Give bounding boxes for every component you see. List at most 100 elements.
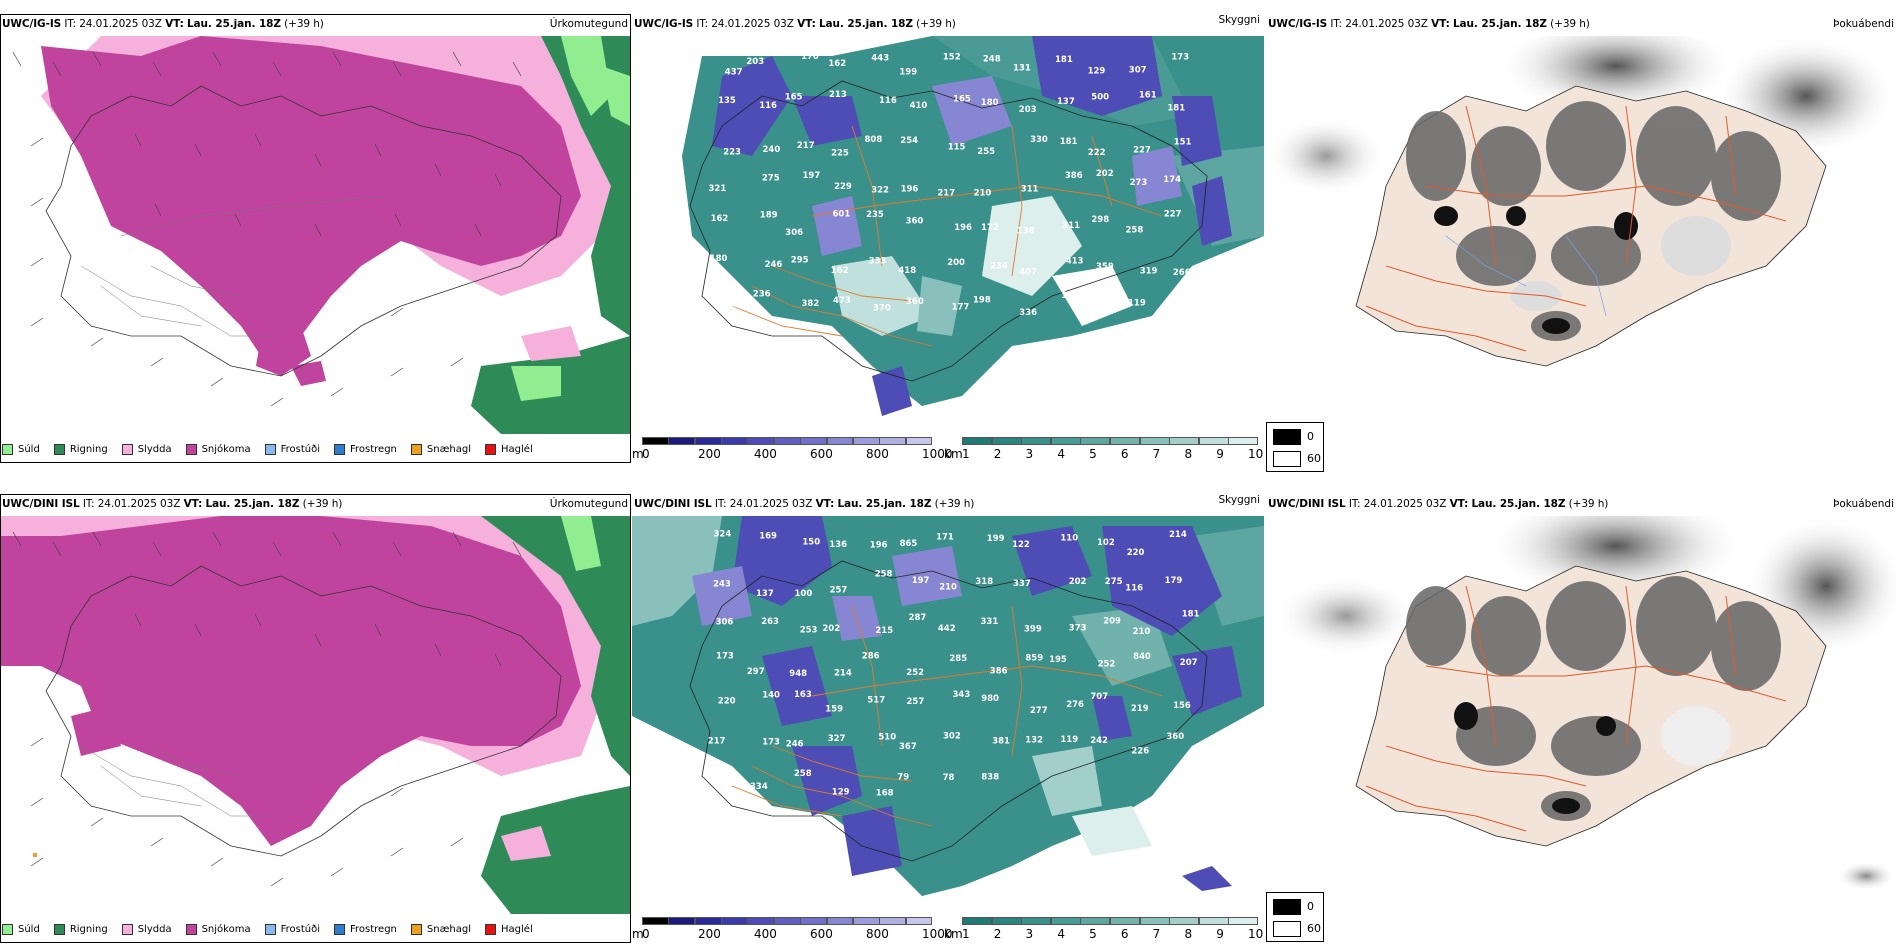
visibility-value-label: 258 (794, 769, 812, 779)
visibility-labels: 324 169 150 136 196 865 171 199 122 110 102 220 214 2… (708, 529, 1200, 798)
visibility-value-label: 189 (760, 211, 778, 221)
visibility-value-label: 318 (975, 577, 993, 587)
colorbar-tick-label: 3 (1025, 927, 1034, 941)
visibility-value-label: 263 (761, 617, 779, 627)
visibility-value-label: 226 (1131, 747, 1149, 757)
colorbar-tick-label: 2 (993, 447, 1002, 461)
visibility-value-label: 210 (1133, 627, 1151, 637)
colorbar-segment (1228, 437, 1259, 445)
legend-swatch (53, 444, 65, 455)
visibility-value-label: 407 (1019, 267, 1037, 277)
colorbar-tick-label: 7 (1152, 927, 1161, 941)
precip-type-panel-bottom: UWC/DINI ISL IT: 24.01.2025 03Z VT: Lau.… (0, 494, 632, 944)
colorbar-segment (1198, 437, 1229, 445)
visibility-value-label: 102 (1097, 538, 1115, 548)
visibility-value-label: 162 (711, 214, 729, 224)
visibility-value-label: 207 (1180, 658, 1198, 668)
visibility-value-label: 601 (833, 210, 851, 220)
visibility-value-label: 360 (1166, 732, 1184, 742)
colorbar-unit: m (632, 927, 644, 941)
visibility-value-label: 240 (763, 145, 781, 155)
colorbar-tick-label: 400 (754, 447, 777, 461)
visibility-value-label: 217 (708, 736, 726, 746)
visibility-value-label: 119 (1060, 735, 1078, 745)
visibility-value-label: 181 (1060, 137, 1078, 147)
visibility-value-label: 213 (829, 90, 847, 100)
precip-legend: Súld Rigning Slydda Snjókoma Frostúði Fr… (2, 924, 547, 935)
visibility-value-label: 183 (1061, 291, 1079, 301)
visibility-value-label: 948 (789, 669, 807, 679)
colorbar-tick-label: 5 (1089, 447, 1097, 461)
visibility-value-label: 840 (1133, 652, 1151, 662)
visibility-value-label: 217 (937, 189, 955, 199)
visibility-value-label: 119 (1128, 299, 1146, 309)
fog-legend: 0 60 (1266, 422, 1324, 472)
visibility-value-label: 196 (901, 185, 919, 195)
visibility-value-label: 298 (1091, 215, 1109, 225)
visibility-value-label: 243 (713, 580, 731, 590)
visibility-value-label: 220 (1127, 548, 1145, 558)
panel-title: Þokuábendi (1833, 498, 1894, 510)
model-name: UWC/DINI ISL (1268, 498, 1346, 510)
colorbar-segment (826, 437, 854, 445)
visibility-value-label: 162 (831, 266, 849, 276)
visibility-value-label: 330 (1030, 135, 1048, 145)
colorbar-segment (991, 917, 1022, 925)
colorbar-tick-label: 800 (866, 927, 889, 941)
visibility-value-label: 110 (1060, 534, 1078, 544)
visibility-value-label: 214 (1169, 530, 1187, 540)
model-name: UWC/DINI ISL (2, 498, 80, 510)
colorbar-tick-label: 1000 (922, 447, 953, 461)
visibility-value-label: 197 (912, 576, 930, 586)
legend-item-slydda: Slydda (121, 924, 172, 935)
legend-item-snaehagl: Snæhagl (410, 444, 471, 455)
visibility-value-label: 258 (875, 570, 893, 580)
visibility-value-label: 137 (1057, 97, 1075, 107)
visibility-value-label: 181 (1167, 103, 1185, 113)
visibility-value-label: 217 (797, 141, 815, 151)
legend-swatch (2, 924, 13, 935)
visibility-value-label: 331 (981, 617, 999, 627)
visibility-colorbar-km: km 1 2 3 4 5 6 7 8 9 10 (944, 917, 1264, 943)
colorbar-segment (1080, 437, 1111, 445)
visibility-value-label: 116 (1125, 584, 1143, 594)
colorbar-tick-label: 2 (993, 927, 1002, 941)
colorbar-segment (721, 917, 748, 925)
visibility-value-label: 116 (879, 96, 897, 106)
visibility-value-label: 307 (1129, 66, 1147, 76)
visibility-value-label: 258 (1126, 226, 1144, 236)
legend-swatch (264, 444, 276, 455)
visibility-value-label: 152 (943, 53, 961, 63)
visibility-value-label: 295 (791, 256, 809, 266)
visibility-value-label: 173 (716, 651, 734, 661)
visibility-value-label: 169 (759, 532, 777, 542)
visibility-value-label: 366 (719, 305, 737, 315)
legend-item-haglel: Haglél (485, 444, 533, 455)
visibility-value-label: 242 (1090, 736, 1108, 746)
legend-swatch (410, 444, 422, 455)
colorbar-segment (800, 917, 828, 925)
colorbar-segment (962, 437, 993, 445)
visibility-value-label: 92 (1168, 308, 1180, 318)
visibility-value-label: 203 (746, 57, 764, 67)
colorbar-tick-label: 0 (642, 927, 650, 941)
colorbar-tick-label: 4 (1057, 447, 1065, 461)
visibility-value-label: 180 (710, 254, 728, 264)
visibility-value-label: 297 (747, 667, 765, 677)
precip-map (1, 36, 630, 434)
visibility-value-label: 235 (866, 210, 884, 220)
colorbar-segment (1198, 917, 1229, 925)
precip-legend: Súld Rigning Slydda Snjókoma Frostúði Fr… (2, 444, 547, 455)
legend-swatch (410, 924, 422, 935)
panel-title: Skyggni (1218, 14, 1261, 26)
colorbar-segment (905, 437, 933, 445)
colorbar-tick-label: 200 (698, 927, 721, 941)
visibility-value-label: 410 (910, 101, 928, 111)
legend-item-sudl: Súld (2, 444, 40, 455)
legend-item-frostregn: Frostregn (334, 924, 397, 935)
visibility-value-label: 225 (831, 149, 849, 159)
visibility-value-label: 257 (830, 586, 848, 596)
visibility-value-label: 199 (987, 534, 1005, 544)
visibility-value-label: 336 (1019, 308, 1037, 318)
